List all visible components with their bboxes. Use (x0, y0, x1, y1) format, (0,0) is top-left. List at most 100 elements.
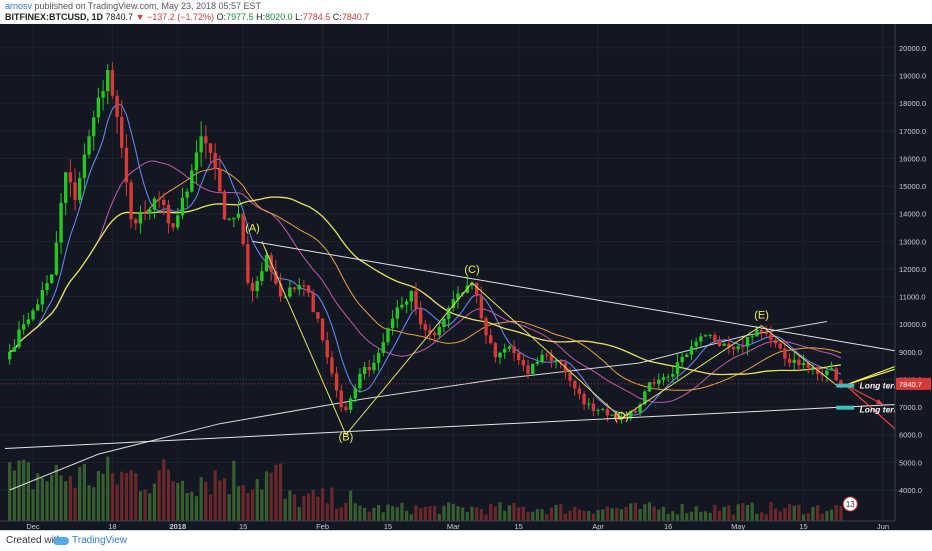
candle-body (148, 209, 152, 214)
candle-body (825, 370, 829, 376)
volume-bar (456, 506, 460, 521)
volume-bar (507, 505, 511, 521)
candle-body (134, 219, 138, 224)
candle-body (591, 403, 596, 411)
candle-body (96, 97, 101, 118)
volume-bar (311, 489, 315, 521)
candle-body (685, 354, 689, 357)
wave-segment (471, 282, 622, 419)
volume-bar (185, 492, 189, 521)
volume-bar (400, 502, 404, 521)
low-label: L: (295, 12, 303, 22)
author-link[interactable]: arnosv (5, 1, 33, 11)
candle-body (185, 191, 189, 198)
volume-bar (433, 506, 437, 521)
volume-bar (479, 509, 483, 521)
candle-body (21, 324, 26, 330)
candle-body (162, 199, 166, 205)
candle-body (418, 308, 423, 325)
volume-bar (792, 505, 796, 521)
candle-body (302, 285, 306, 287)
candle-body (45, 283, 49, 290)
volume-bar (59, 475, 63, 521)
candle-body (470, 282, 474, 286)
volume-bar (278, 463, 283, 521)
candle-body (171, 223, 175, 228)
moving-average-line (9, 160, 842, 403)
candle-body (540, 354, 544, 362)
candle-body (311, 292, 315, 313)
volume-bar (708, 512, 712, 521)
candle-body (689, 346, 694, 355)
volume-bar (834, 504, 838, 521)
volume-bar (367, 511, 371, 521)
candle-body (675, 362, 680, 375)
volume-bar (619, 509, 624, 521)
volume-bar (713, 505, 717, 521)
candle-body (437, 327, 442, 336)
y-tick-label: 15000.0 (899, 182, 926, 191)
y-tick-label: 5000.0 (899, 458, 922, 467)
candle-body (610, 414, 614, 416)
price-chart[interactable]: (A)(B)(C)(D)(E)Long term and smaller ter… (0, 24, 932, 530)
volume-bar (344, 502, 348, 521)
candle-body (554, 360, 558, 362)
candle-body (787, 358, 792, 363)
candle-body (456, 293, 460, 300)
candle-body (703, 335, 708, 337)
volume-bar (694, 506, 698, 521)
candle-body (428, 329, 432, 333)
candle-body (241, 213, 245, 245)
candle-body (325, 340, 329, 358)
volume-bar (722, 506, 726, 521)
symbol-label[interactable]: BITFINEX:BTCUSD, 1D (5, 12, 104, 22)
candle-body (792, 359, 796, 363)
long-moving-average (9, 321, 827, 491)
candle-body (278, 283, 283, 297)
volume-bar (596, 510, 600, 521)
volume-bar (587, 511, 591, 521)
wave-path (261, 241, 837, 436)
candle-body (180, 197, 185, 216)
candle-body (596, 409, 600, 411)
y-tick-label: 9000.0 (899, 348, 922, 357)
volume-bar (526, 512, 530, 521)
candle-body (568, 372, 572, 381)
open-label: O: (216, 12, 227, 22)
candle-body (764, 332, 768, 334)
volume-bar (689, 511, 694, 521)
volume-bar (652, 506, 656, 521)
x-tick-label: 15 (384, 522, 392, 530)
volume-bar (680, 504, 684, 521)
candle-body (647, 382, 652, 392)
y-tick-label: 13000.0 (899, 237, 926, 246)
candle-body (526, 365, 530, 374)
volume-bar (171, 481, 175, 521)
tradingview-cloud-icon (53, 537, 69, 545)
candle-body (820, 373, 824, 376)
candle-body (236, 213, 241, 218)
volume-bar (797, 504, 801, 521)
candle-body (288, 287, 292, 297)
volume-bar (283, 498, 287, 521)
candle-body (834, 368, 838, 381)
wave-label: (A) (245, 223, 260, 235)
candle-body (292, 287, 297, 290)
candle-body (722, 343, 726, 346)
x-tick-label: May (731, 522, 745, 530)
candle-body (638, 404, 642, 413)
high-value: 8020.0 (265, 12, 293, 22)
wave-segment (261, 241, 347, 435)
candle-body (587, 403, 591, 405)
volume-bar (36, 473, 40, 521)
volume-bar (629, 503, 633, 521)
volume-bar (334, 508, 339, 521)
volume-bar (755, 513, 759, 521)
candle-body (320, 318, 325, 341)
volume-bar (236, 486, 241, 521)
candle-body (344, 407, 348, 410)
volume-bar (531, 511, 535, 521)
volume-bar (759, 512, 764, 521)
tradingview-brand[interactable]: TradingView (72, 535, 128, 546)
candle-body (166, 204, 171, 224)
